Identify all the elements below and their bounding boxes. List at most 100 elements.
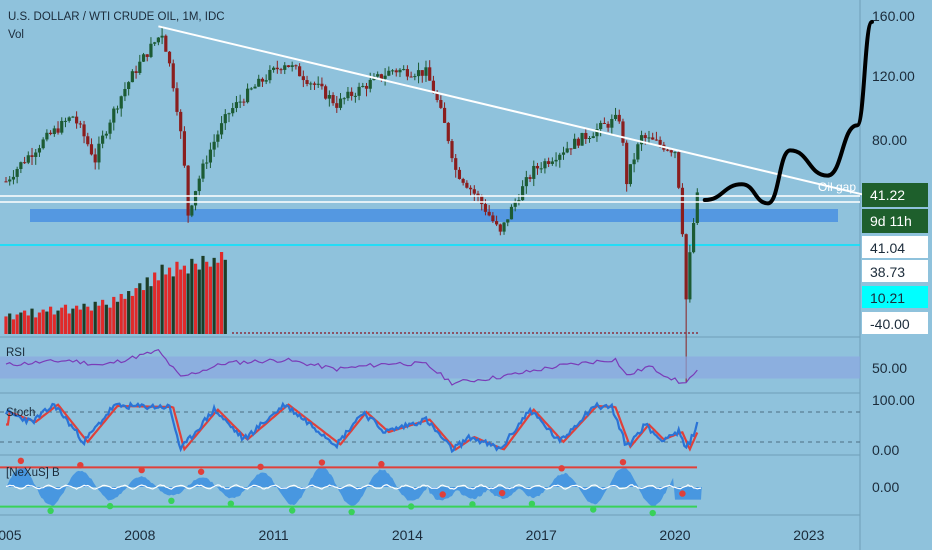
nexus-sell-dot	[439, 491, 446, 498]
candle	[312, 81, 317, 90]
volume-bar	[175, 261, 179, 334]
volume-bar	[60, 307, 64, 334]
volume-bar	[30, 308, 34, 334]
candle	[576, 137, 580, 149]
volume-bar	[8, 313, 12, 334]
volume-bar	[201, 255, 205, 334]
volume-bar	[205, 261, 209, 334]
volume-bar	[171, 276, 175, 334]
candle	[688, 244, 692, 303]
volume-bar	[208, 266, 213, 334]
candle	[268, 65, 272, 84]
candle	[446, 121, 450, 144]
candle	[197, 175, 201, 196]
candle	[71, 115, 75, 118]
candle	[327, 90, 331, 107]
nexus-buy-dot	[649, 509, 656, 517]
nexus-buy-dot	[227, 500, 235, 507]
candle	[19, 161, 23, 174]
time-axis: 2005 2008 2011 2014 2017 2020 2023	[0, 527, 825, 543]
time-label-2005: 2005	[0, 527, 22, 543]
candle	[338, 93, 343, 111]
candle	[513, 198, 517, 212]
candle	[171, 59, 175, 92]
candle	[30, 147, 34, 165]
volume-bar	[219, 252, 224, 334]
candle	[134, 65, 138, 79]
candle	[138, 54, 142, 75]
nexus-sell-dot	[138, 466, 145, 474]
candle	[290, 61, 294, 72]
support-band	[30, 209, 838, 222]
nexus-buy-dot	[528, 500, 536, 508]
volume-bar	[52, 314, 56, 334]
volume-bar	[11, 319, 16, 334]
volume-bar	[45, 311, 49, 334]
candle	[145, 54, 149, 62]
candle	[580, 132, 584, 146]
candle	[242, 98, 246, 107]
candle	[654, 131, 659, 141]
candle	[190, 204, 194, 218]
volume-bar	[193, 263, 198, 334]
nexus-buy-dot	[106, 502, 114, 510]
candle	[402, 65, 406, 71]
candle	[554, 152, 558, 167]
candle	[376, 71, 380, 79]
candle	[457, 167, 462, 180]
candle	[245, 83, 250, 104]
candle	[691, 218, 696, 254]
candle	[286, 65, 291, 68]
candle	[86, 132, 90, 147]
volume-bar	[37, 312, 42, 334]
candle	[4, 176, 8, 183]
candle	[67, 116, 71, 123]
volume-bar	[130, 295, 134, 334]
candle	[587, 135, 592, 143]
candle	[26, 151, 30, 165]
candle	[275, 60, 279, 74]
nexus-buy-dot	[469, 501, 476, 508]
volume-bar	[22, 310, 27, 334]
volume-bar	[56, 310, 60, 334]
volume-bar	[123, 298, 127, 334]
candle	[491, 212, 495, 223]
price-tick-120: 120.00	[872, 68, 915, 84]
nexus-buy-dot	[288, 507, 296, 514]
candle	[45, 129, 49, 142]
candle	[175, 82, 179, 116]
volume-bar	[141, 290, 146, 334]
candle	[167, 51, 172, 67]
volume-bar	[104, 304, 108, 334]
candle	[279, 67, 283, 74]
candle	[160, 26, 164, 45]
volume-bar	[179, 269, 183, 334]
candle	[41, 137, 45, 150]
candle	[584, 128, 588, 144]
candle	[558, 152, 562, 168]
volume-bars	[4, 252, 700, 334]
time-label-2023: 2023	[793, 527, 824, 543]
stoch-label: Stoch	[6, 407, 35, 419]
nexus-sell-dot	[378, 460, 385, 468]
candle	[398, 68, 402, 78]
candle	[331, 92, 335, 106]
candle	[93, 148, 97, 170]
candle	[495, 215, 499, 227]
candle	[205, 155, 209, 169]
stoch-tick-100: 100.00	[872, 392, 915, 408]
candle	[305, 75, 309, 87]
volume-bar	[101, 299, 105, 334]
candle	[673, 151, 677, 159]
price-badge: 9d 11h	[862, 209, 928, 233]
candle	[521, 180, 525, 201]
candle	[613, 107, 618, 121]
candle	[561, 146, 566, 160]
candle	[298, 63, 302, 77]
candle	[108, 119, 112, 140]
price-badge: 38.73	[862, 260, 928, 282]
candle	[149, 37, 153, 59]
volume-bar	[112, 296, 116, 334]
candle	[394, 68, 398, 77]
